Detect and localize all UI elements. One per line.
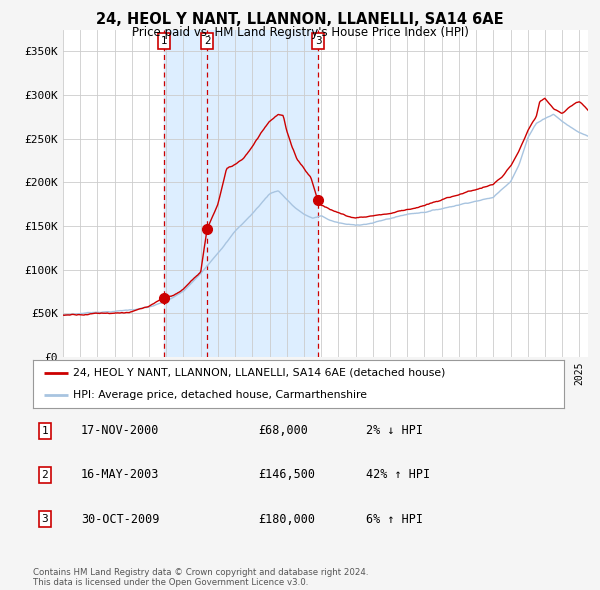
- Text: 1: 1: [41, 426, 49, 435]
- Text: £180,000: £180,000: [258, 513, 315, 526]
- Bar: [164, 30, 207, 357]
- Text: 42% ↑ HPI: 42% ↑ HPI: [366, 468, 430, 481]
- Text: Contains HM Land Registry data © Crown copyright and database right 2024.
This d: Contains HM Land Registry data © Crown c…: [33, 568, 368, 587]
- Text: 16-MAY-2003: 16-MAY-2003: [81, 468, 160, 481]
- Text: £68,000: £68,000: [258, 424, 308, 437]
- Text: HPI: Average price, detached house, Carmarthenshire: HPI: Average price, detached house, Carm…: [73, 390, 367, 400]
- Bar: [207, 30, 318, 357]
- Text: 24, HEOL Y NANT, LLANNON, LLANELLI, SA14 6AE: 24, HEOL Y NANT, LLANNON, LLANELLI, SA14…: [96, 12, 504, 27]
- Text: 24, HEOL Y NANT, LLANNON, LLANELLI, SA14 6AE (detached house): 24, HEOL Y NANT, LLANNON, LLANELLI, SA14…: [73, 368, 445, 378]
- Text: 1: 1: [161, 36, 167, 46]
- Text: 3: 3: [315, 36, 322, 46]
- Text: 17-NOV-2000: 17-NOV-2000: [81, 424, 160, 437]
- Text: 3: 3: [41, 514, 49, 524]
- Text: £146,500: £146,500: [258, 468, 315, 481]
- Text: 6% ↑ HPI: 6% ↑ HPI: [366, 513, 423, 526]
- Text: 30-OCT-2009: 30-OCT-2009: [81, 513, 160, 526]
- Text: 2% ↓ HPI: 2% ↓ HPI: [366, 424, 423, 437]
- Text: Price paid vs. HM Land Registry's House Price Index (HPI): Price paid vs. HM Land Registry's House …: [131, 26, 469, 39]
- Text: 2: 2: [204, 36, 211, 46]
- Text: 2: 2: [41, 470, 49, 480]
